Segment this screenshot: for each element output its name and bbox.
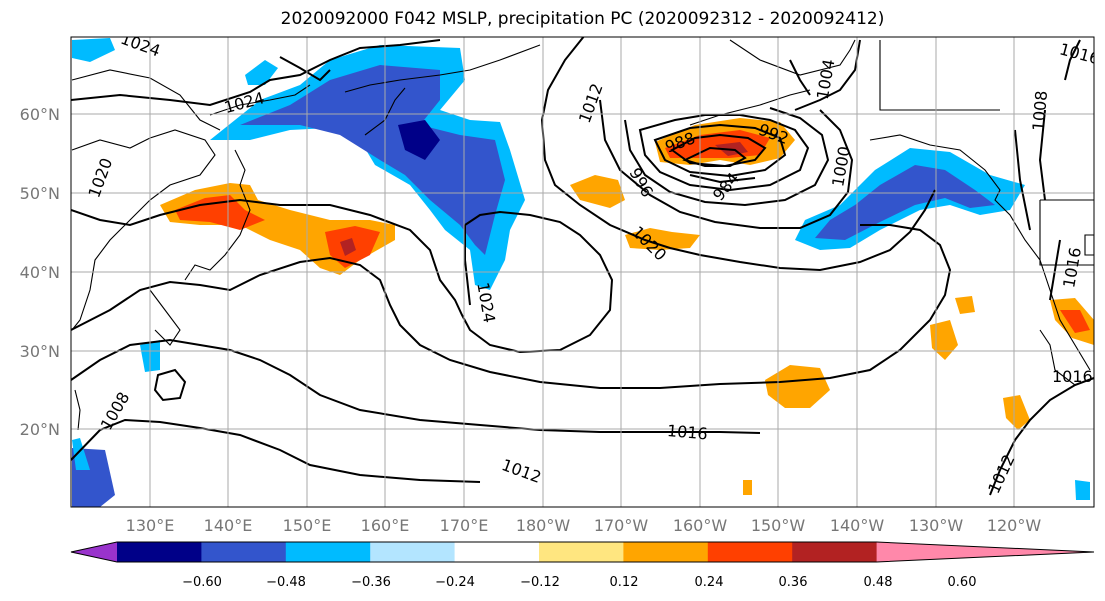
isobar-label: 1016 (666, 421, 708, 443)
lon-tick-label: 130°W (909, 516, 964, 535)
lon-tick-label: 160°W (673, 516, 728, 535)
lon-tick-label: 130°E (126, 516, 175, 535)
lat-tick-label: 40°N (20, 263, 60, 282)
colorbar-tick-label: 0.48 (864, 575, 893, 590)
lon-tick-labels: 130°E 140°E 150°E 160°E 170°E 180°W 170°… (126, 516, 1042, 535)
colorbar-tick-label: 0.36 (779, 575, 808, 590)
isobar-label: 1008 (1029, 90, 1051, 132)
lon-tick-label: 170°E (440, 516, 489, 535)
colorbar-swatch (623, 542, 709, 562)
colorbar-tick-label: −0.48 (266, 575, 306, 590)
colorbar-extend-max (876, 542, 1094, 562)
lat-tick-label: 60°N (20, 105, 60, 124)
precip-negative-areas (72, 38, 1090, 507)
lon-tick-label: 170°W (594, 516, 649, 535)
colorbar-tick-label: −0.36 (351, 575, 391, 590)
colorbar-swatch (285, 542, 371, 562)
colorbar-swatch (201, 542, 287, 562)
colorbar: −0.60 −0.48 −0.36 −0.24 −0.12 0.12 0.24 … (70, 541, 1095, 590)
map-frame (70, 36, 1095, 508)
colorbar-tick-label: 0.12 (610, 575, 639, 590)
colorbar-tick-label: −0.12 (520, 575, 560, 590)
isobar-contours (71, 37, 1094, 496)
map-title: 2020092000 F042 MSLP, precipitation PC (… (280, 9, 885, 29)
lat-tick-label: 30°N (20, 342, 60, 361)
lon-tick-label: 120°W (987, 516, 1042, 535)
lon-tick-label: 140°E (204, 516, 253, 535)
colorbar-tick-label: −0.24 (435, 575, 475, 590)
colorbar-swatch (707, 542, 793, 562)
lat-tick-label: 20°N (20, 420, 60, 439)
isobar-label: 1016 (1052, 367, 1093, 386)
colorbar-tick-labels: −0.60 −0.48 −0.36 −0.24 −0.12 0.12 0.24 … (182, 575, 976, 590)
colorbar-extend-min (71, 542, 117, 562)
colorbar-outline (70, 541, 1095, 563)
lon-tick-label: 150°E (283, 516, 332, 535)
colorbar-swatch (792, 542, 878, 562)
colorbar-swatch (370, 542, 456, 562)
lon-tick-label: 140°W (830, 516, 885, 535)
coastlines (71, 39, 1094, 431)
colorbar-tick-label: −0.60 (182, 575, 222, 590)
colorbar-tick-label: 0.24 (695, 575, 724, 590)
colorbar-swatch (454, 542, 540, 562)
colorbar-swatch (539, 542, 624, 562)
lon-tick-label: 180°W (516, 516, 571, 535)
lon-tick-label: 160°E (361, 516, 410, 535)
colorbar-swatch (117, 542, 202, 562)
colorbar-swatches (71, 542, 1094, 562)
lat-tick-labels: 20°N 30°N 40°N 50°N 60°N (20, 105, 60, 439)
lat-tick-label: 50°N (20, 184, 60, 203)
graticule (71, 37, 1094, 507)
colorbar-tick-label: 0.60 (948, 575, 977, 590)
lon-tick-label: 150°W (751, 516, 806, 535)
